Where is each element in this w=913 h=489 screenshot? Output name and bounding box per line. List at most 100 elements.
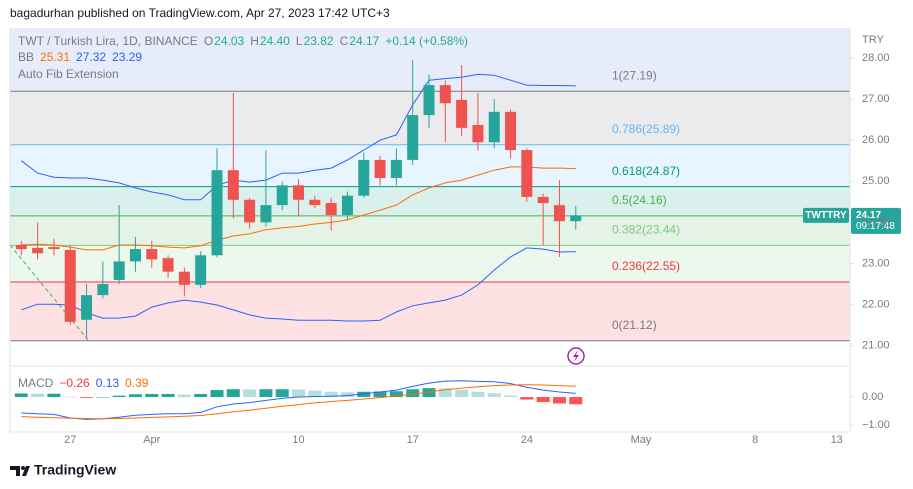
macd-histogram-bar [520, 397, 534, 400]
legend-item: O [204, 34, 213, 48]
candle-body [553, 205, 565, 222]
price-tag-box [851, 207, 901, 234]
candle-body [390, 159, 402, 179]
macd-histogram-bar [389, 391, 403, 398]
legend-row: TWT / Turkish Lira, 1D, BINANCE O24.03 H24… [18, 34, 468, 48]
y-tick-label: 28.00 [862, 52, 890, 64]
y-tick-label: 21.00 [862, 340, 890, 352]
fib-region [10, 281, 850, 341]
fib-level-label: 0.5(24.16) [612, 193, 667, 207]
alert-bolt[interactable] [573, 350, 579, 362]
candle-body [309, 199, 321, 206]
candle-body [48, 247, 60, 250]
legend-item: C [340, 34, 349, 48]
x-tick-label: May [631, 434, 652, 446]
candle-body [162, 258, 174, 272]
y-tick-label: 24.00 [862, 216, 890, 228]
macd-histogram-bar [31, 393, 45, 398]
x-tick-label: 24 [521, 434, 533, 446]
macd-histogram-bar [340, 392, 354, 398]
macd-histogram-bar [243, 389, 257, 398]
candle-body [472, 124, 484, 143]
x-tick-label: 8 [752, 434, 758, 446]
logo-mark [10, 466, 20, 476]
macd-histogram-bar [161, 393, 175, 398]
candle-body [244, 199, 256, 223]
macd-histogram-bar [536, 397, 550, 403]
macd-histogram-bar [406, 389, 420, 398]
legend-item: +0.14 (+0.58%) [385, 34, 468, 48]
candle-body [570, 215, 582, 222]
legend-item: 0.13 [96, 376, 120, 390]
macd-histogram-bar [438, 388, 452, 398]
macd-histogram-bar [194, 393, 208, 398]
symbol-tag: TWTTRY [805, 210, 847, 221]
legend-item: 0.39 [125, 376, 149, 390]
legend-item: H [250, 34, 259, 48]
candle-body [374, 159, 386, 179]
y-tick-label: 23.00 [862, 257, 890, 269]
macd-histogram-bar [226, 389, 240, 398]
symbol-tag-box [803, 207, 849, 223]
signal-line [21, 384, 576, 420]
fib-level-label: 0.236(22.55) [612, 259, 680, 273]
candle-body [113, 261, 125, 280]
legend-item: Auto Fib Extension [18, 67, 119, 81]
alert-icon[interactable] [567, 347, 585, 365]
fib-region [10, 186, 850, 216]
bb-lower-line [21, 247, 576, 322]
macd-histogram-bar [324, 391, 338, 398]
candle-body [260, 205, 272, 223]
fib-level-label: 0(21.12) [612, 318, 657, 332]
legend-item: 24.17 [349, 34, 379, 48]
candle-body [293, 185, 305, 200]
text-layer: 1(27.19) 0.786(25.89) 0.618(24.87) 0.5(24.1… [18, 34, 895, 446]
bb-basis-line [21, 166, 576, 251]
macd-histogram-bar [177, 394, 191, 398]
candle-body [423, 85, 435, 116]
candle-body [211, 170, 223, 256]
macd-histogram-bar [455, 389, 469, 398]
legend-item: L [296, 34, 303, 48]
legend-item: 25.31 [40, 50, 70, 64]
logo-dot [21, 466, 25, 470]
candle-body [15, 244, 27, 250]
x-tick-label: Apr [143, 434, 160, 446]
candle-body [358, 159, 370, 196]
macd-histogram-bar [292, 389, 306, 398]
candle-body [341, 195, 353, 215]
y-tick-label: 27.00 [862, 93, 890, 105]
bb-upper-line [20, 73, 576, 201]
macd-histogram-bar [357, 391, 371, 398]
candle-body [97, 284, 109, 296]
y-tick-label: 22.00 [862, 298, 890, 310]
price-countdown: 09:17:48 [856, 221, 895, 232]
fib-level-label: 0.382(23.44) [612, 223, 680, 237]
legend-item: 27.32 [76, 50, 106, 64]
candle-body [325, 203, 337, 215]
candle-body [537, 196, 549, 204]
macd-histogram-bar [569, 397, 583, 405]
macd-histogram-bar [308, 390, 322, 398]
x-tick-label: 27 [64, 434, 76, 446]
fib-level-label: 1(27.19) [612, 68, 657, 82]
macd-histogram-bar [112, 395, 126, 398]
candle-body [32, 247, 44, 254]
logo-slash [22, 466, 30, 476]
macd-line [21, 380, 576, 420]
legend-item: −0.26 [59, 376, 90, 390]
legend-item: 24.40 [260, 34, 290, 48]
macd-histogram-bar [373, 391, 387, 398]
candle-body [505, 111, 517, 151]
legend-item: TWT / Turkish Lira, 1D, BINANCE [18, 34, 198, 48]
plot-layer [10, 60, 901, 420]
y-tick-label: 26.00 [862, 134, 890, 146]
macd-histogram-bar [259, 389, 273, 398]
candle-body [178, 271, 190, 285]
macd-histogram-bar [96, 397, 110, 398]
candle-body [407, 115, 419, 160]
macd-histogram-bar [422, 388, 436, 398]
macd-histogram-bar [80, 397, 94, 398]
macd-histogram-bar [128, 394, 142, 398]
